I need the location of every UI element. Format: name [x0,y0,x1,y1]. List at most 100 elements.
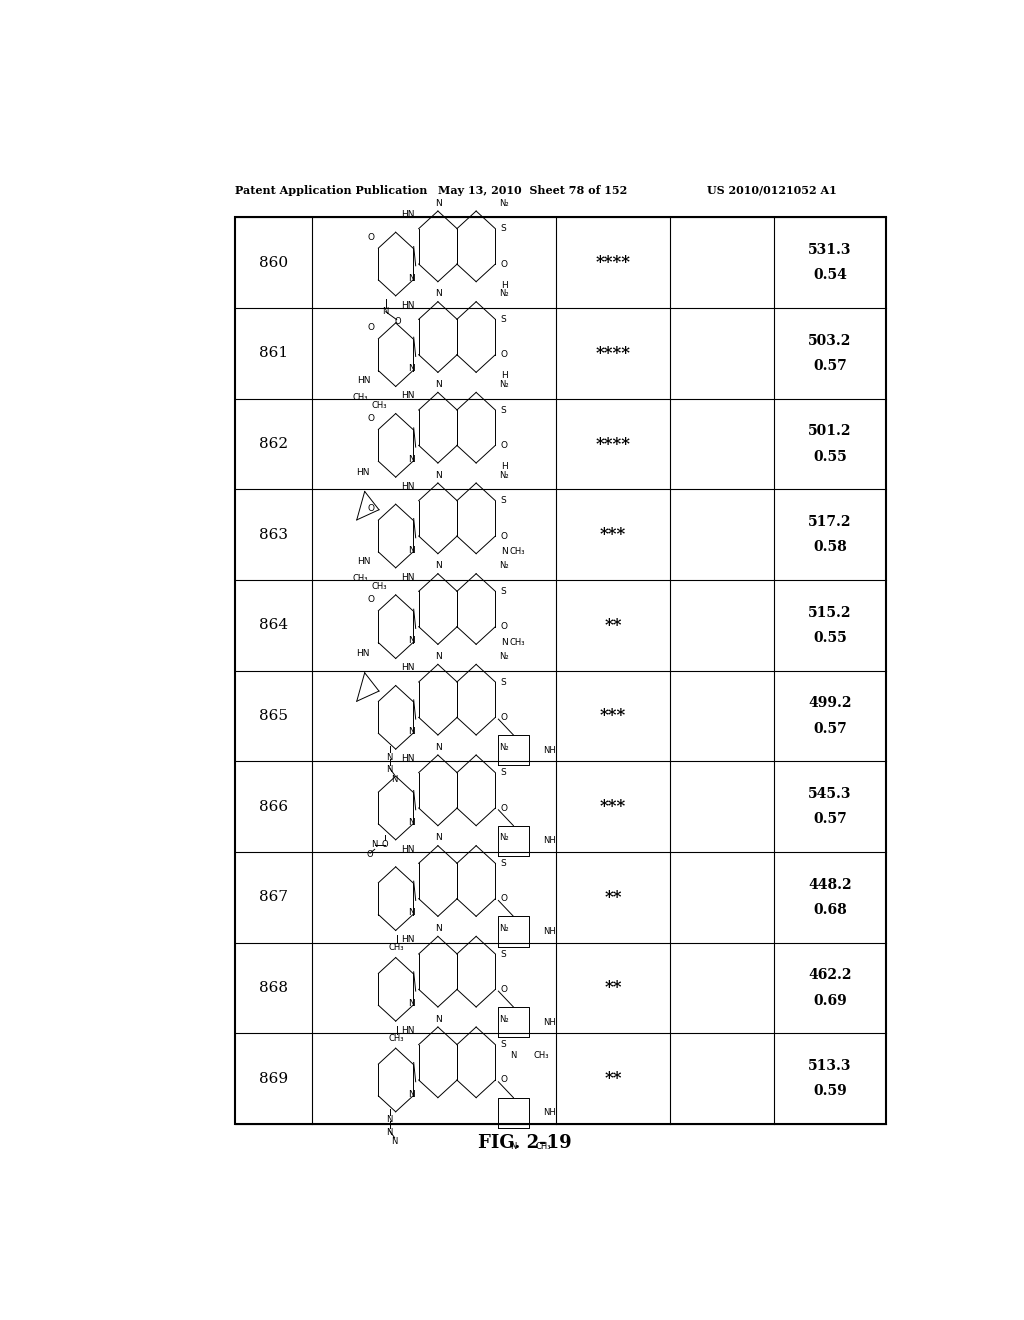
Text: 517.2: 517.2 [808,515,852,529]
Text: CH₃: CH₃ [372,401,387,411]
Text: S: S [501,949,506,958]
Text: NH: NH [543,1018,556,1027]
Text: N: N [501,638,508,647]
Text: O: O [368,414,375,422]
Text: **: ** [604,616,622,634]
Text: N: N [435,380,441,389]
Text: O: O [367,850,373,858]
Text: N₂: N₂ [499,743,509,752]
Text: Patent Application Publication: Patent Application Publication [236,185,427,195]
Text: **: ** [604,888,622,906]
Text: O: O [501,985,508,994]
Text: O: O [501,441,508,450]
Text: O: O [368,504,375,513]
Text: N: N [408,636,415,645]
Text: N₂: N₂ [499,289,509,298]
Text: ****: **** [595,436,631,453]
Text: CH₃: CH₃ [389,944,404,953]
Text: 0.57: 0.57 [813,722,847,735]
Text: NH: NH [543,1109,556,1118]
Text: O: O [501,622,508,631]
Text: O: O [368,595,375,605]
Text: HN: HN [401,210,415,219]
Text: FIG. 2-19: FIG. 2-19 [478,1134,571,1152]
Text: N: N [408,817,415,826]
Text: O: O [501,1076,508,1085]
Text: N: N [435,743,441,752]
Text: N: N [501,548,508,557]
Text: O: O [501,260,508,268]
Text: N₂: N₂ [499,471,509,479]
Text: HN: HN [401,754,415,763]
Text: 503.2: 503.2 [808,334,852,347]
Text: **: ** [604,1071,622,1088]
Text: 0.55: 0.55 [813,450,847,463]
Text: S: S [501,1040,506,1049]
Text: N: N [435,924,441,933]
Text: N: N [408,999,415,1008]
Text: **: ** [604,979,622,997]
Text: 860: 860 [259,256,288,269]
Text: HN: HN [401,482,415,491]
Text: CH₃: CH₃ [536,1142,551,1151]
Text: O: O [501,804,508,813]
Text: CH₃: CH₃ [372,582,387,591]
Text: 868: 868 [259,981,288,995]
Text: H: H [501,462,508,471]
Text: N: N [408,727,415,737]
Text: 863: 863 [259,528,288,541]
Text: 0.54: 0.54 [813,268,847,282]
Text: HN: HN [356,649,370,659]
Text: CH₃: CH₃ [534,1051,549,1060]
Text: 448.2: 448.2 [808,878,852,891]
Text: O: O [501,894,508,903]
Text: 0.58: 0.58 [813,540,847,554]
Text: HN: HN [401,936,415,944]
Text: 0.55: 0.55 [813,631,847,645]
Text: N: N [408,364,415,374]
Text: CH₃: CH₃ [352,574,368,583]
Bar [236,218,886,1125]
Text: N₂: N₂ [499,561,509,570]
Text: S: S [501,405,506,414]
Text: H: H [501,281,508,289]
Text: 515.2: 515.2 [808,606,852,619]
Text: HN: HN [401,392,415,400]
Text: S: S [501,859,506,867]
Text: 861: 861 [259,346,288,360]
Text: 862: 862 [259,437,288,451]
Text: H: H [501,371,508,380]
Text: ***: *** [600,527,626,543]
Text: CH₃: CH₃ [510,548,525,557]
Text: 531.3: 531.3 [808,243,852,257]
Text: S: S [501,315,506,323]
Text: N: N [408,545,415,554]
Text: HN: HN [401,664,415,672]
Text: O: O [381,840,388,849]
Text: N₂: N₂ [499,1015,509,1024]
Text: N: N [435,289,441,298]
Text: N₂: N₂ [499,380,509,389]
Text: O: O [368,323,375,333]
Text: 0.57: 0.57 [813,359,847,374]
Text: NH: NH [543,927,556,936]
Text: NH: NH [543,746,556,755]
Text: S: S [501,677,506,686]
Text: N₂: N₂ [499,924,509,933]
Text: 0.57: 0.57 [813,812,847,826]
Text: N: N [435,1015,441,1024]
Text: N: N [372,840,378,849]
Text: N: N [435,471,441,479]
Text: 866: 866 [259,800,288,813]
Text: N: N [386,752,393,762]
Text: US 2010/0121052 A1: US 2010/0121052 A1 [708,185,837,195]
Text: HN: HN [357,376,371,384]
Text: 0.68: 0.68 [813,903,847,917]
Text: CH₃: CH₃ [510,638,525,647]
Text: 499.2: 499.2 [808,697,852,710]
Text: N: N [435,833,441,842]
Text: S: S [501,496,506,506]
Text: N: N [386,1115,393,1125]
Text: N₂: N₂ [499,652,509,661]
Text: 865: 865 [259,709,288,723]
